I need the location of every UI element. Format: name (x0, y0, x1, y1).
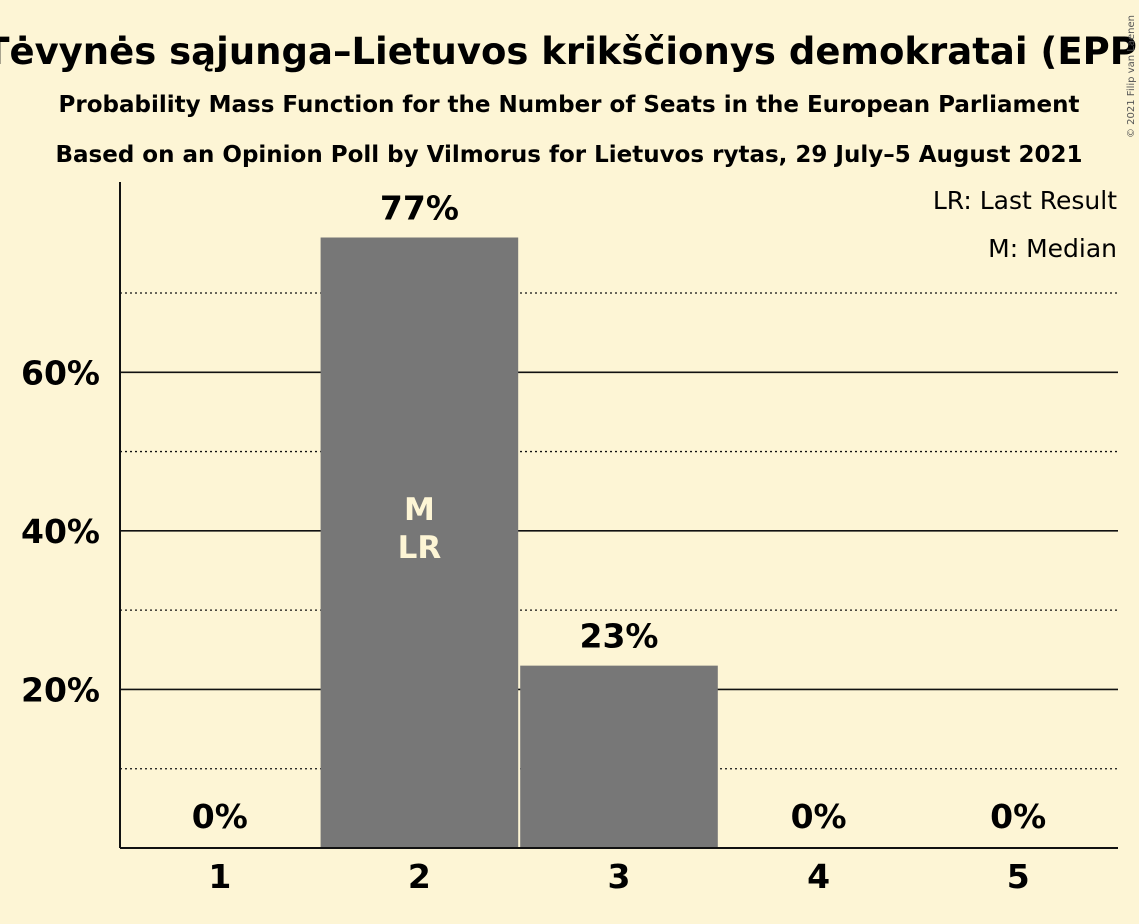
axes (119, 182, 1118, 849)
median-marker: M (404, 492, 435, 528)
data-label-2: 77% (380, 189, 459, 228)
x-tick-label: 3 (608, 857, 631, 896)
chart-subtitle-1: Probability Mass Function for the Number… (59, 92, 1080, 118)
legend-last-result: LR: Last Result (933, 186, 1117, 215)
data-label-3: 23% (580, 617, 659, 656)
data-label-1: 0% (192, 797, 248, 836)
x-tick-label: 5 (1007, 857, 1030, 896)
bars: MLR (320, 237, 718, 848)
y-tick-label: 60% (21, 353, 100, 392)
x-tick-label: 2 (408, 857, 431, 896)
x-tick-label: 1 (208, 857, 231, 896)
bar-3 (520, 665, 718, 848)
x-tick-label: 4 (807, 857, 830, 896)
y-tick-label: 20% (21, 670, 100, 709)
last-result-marker: LR (398, 530, 442, 566)
data-label-4: 0% (791, 797, 847, 836)
y-tick-label: 40% (21, 512, 100, 551)
copyright-text: © 2021 Filip van Laenen (1126, 15, 1137, 138)
bar-2 (320, 237, 519, 848)
legend-median: M: Median (988, 234, 1117, 263)
chart-subtitle-2: Based on an Opinion Poll by Vilmorus for… (56, 142, 1083, 168)
data-label-5: 0% (990, 797, 1046, 836)
data-labels: 0% 77% 23% 0% 0% (192, 189, 1046, 837)
tick-labels: 20% 40% 60% 1 2 3 4 5 (21, 353, 1030, 896)
chart-title: Tėvynės sąjunga–Lietuvos krikščionys dem… (0, 30, 1139, 73)
